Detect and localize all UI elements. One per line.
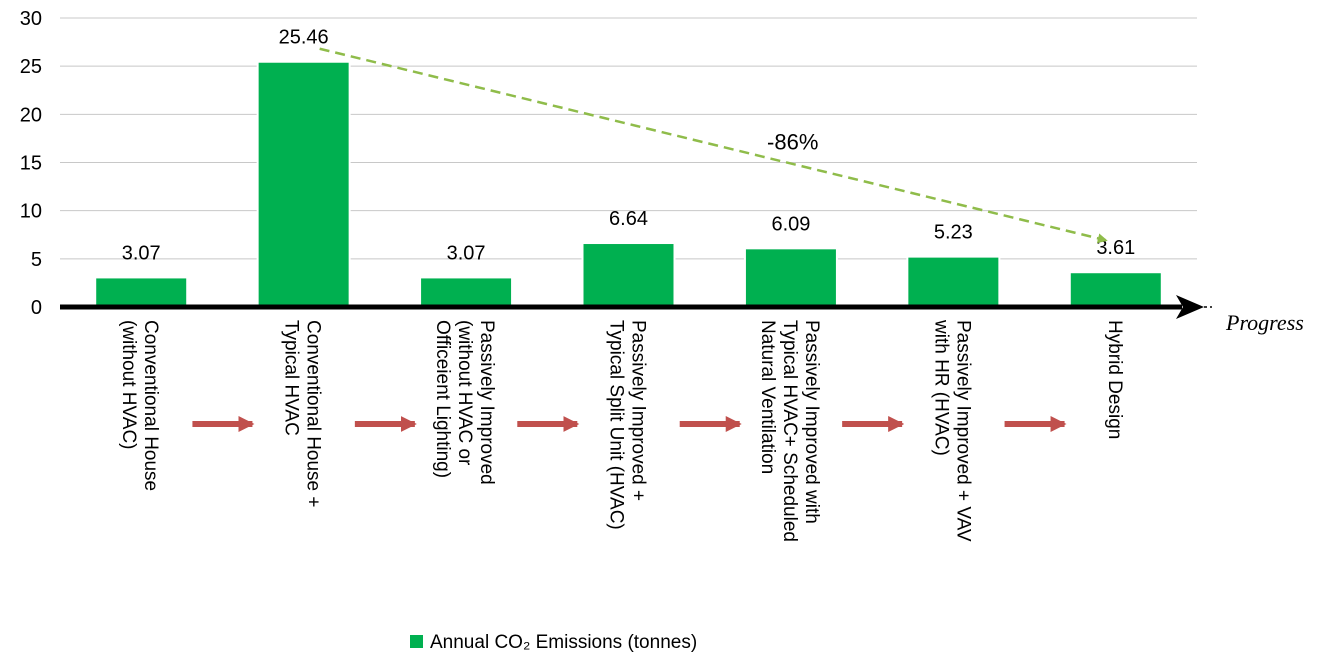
legend-swatch (410, 635, 423, 648)
y-tick-label: 5 (31, 249, 42, 271)
x-axis-label: Progress (1225, 310, 1304, 335)
bar (581, 242, 676, 308)
category-label: Conventional House +Typical HVAC (281, 320, 324, 508)
category-label-line: Officeient Lighting) (432, 320, 453, 478)
y-tick-label: 25 (20, 56, 42, 78)
category-labels: Conventional House(without HVAC) Conventi… (118, 319, 1125, 542)
category-label-line: Typical HVAC (281, 320, 302, 436)
category-label: Passively Improved(without HVAC orOffice… (432, 320, 497, 485)
data-label: 6.64 (609, 208, 648, 230)
category-label-line: Hybrid Design (1104, 320, 1125, 439)
y-tick-label: 20 (20, 104, 42, 126)
bar (743, 247, 838, 308)
legend: Annual CO₂ Emissions (tonnes) (410, 632, 697, 653)
category-label-line: (without HVAC or (454, 320, 475, 466)
y-tick-label: 0 (31, 297, 42, 319)
trend-label: -86% (767, 129, 818, 154)
category-label-line: Conventional House (140, 320, 161, 491)
trend-arrow (319, 47, 1108, 244)
y-axis-ticks: 0 5 10 15 20 25 30 (20, 8, 42, 319)
category-label: Conventional House(without HVAC) (118, 320, 161, 491)
bar (94, 276, 189, 308)
category-label-line: with HR (HVAC) (930, 319, 951, 456)
bar (256, 60, 351, 308)
trend-annotation: -86% (319, 47, 1108, 244)
x-axis: Progress (60, 295, 1304, 335)
x-axis-arrowhead (1176, 295, 1204, 319)
bar (419, 276, 514, 308)
y-tick-label: 30 (20, 8, 42, 30)
data-label: 5.23 (934, 222, 973, 244)
category-label-line: Passively Improved with (801, 320, 822, 524)
category-label: Hybrid Design (1104, 320, 1125, 439)
y-tick-label: 10 (20, 201, 42, 223)
data-label: 25.46 (279, 27, 329, 49)
data-label: 3.07 (447, 242, 486, 264)
category-label-line: (without HVAC) (118, 320, 139, 450)
category-label-line: Conventional House + (303, 320, 324, 508)
gridlines (60, 17, 1197, 260)
category-label-line: Natural Ventilation (757, 320, 778, 474)
category-label-line: Typical Split Unit (HVAC) (606, 320, 627, 530)
y-tick-label: 15 (20, 153, 42, 175)
data-label: 3.07 (122, 242, 161, 264)
legend-label: Annual CO₂ Emissions (tonnes) (430, 632, 697, 653)
category-label-line: Passively Improved + (628, 320, 649, 501)
bar (1068, 271, 1163, 308)
bars (94, 60, 1163, 309)
category-label: Passively Improved +Typical Split Unit (… (606, 320, 649, 530)
bar (906, 255, 1001, 309)
category-label-line: Passively Improved + VAV (952, 320, 973, 542)
category-label-line: Typical HVAC+ Scheduled (779, 320, 800, 542)
category-label-line: Passively Improved (476, 320, 497, 485)
data-label: 6.09 (771, 213, 810, 235)
